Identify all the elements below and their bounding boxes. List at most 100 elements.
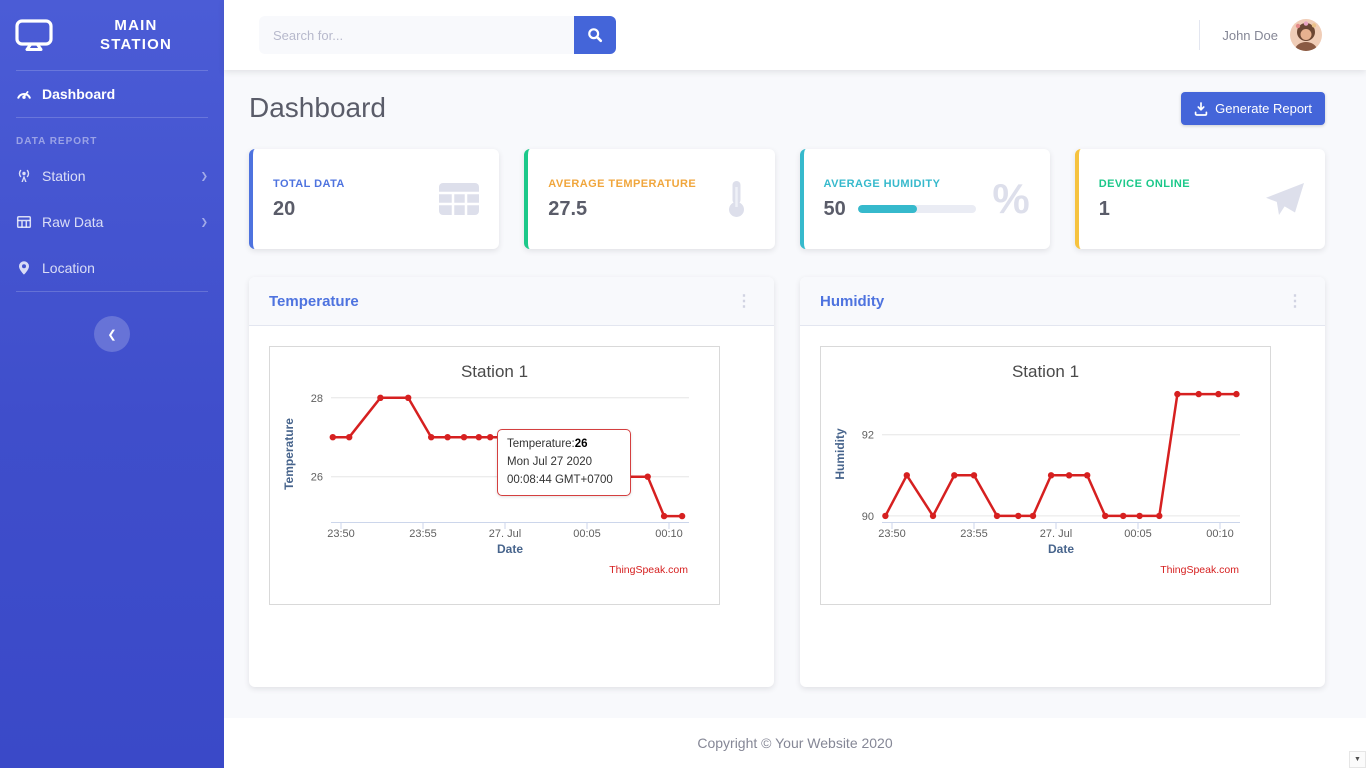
percent-icon: % [992, 175, 1030, 222]
search-form [259, 16, 616, 54]
svg-text:92: 92 [862, 430, 874, 442]
svg-text:28: 28 [311, 393, 323, 405]
chart-canvas: Station 1 90 92 Humidity 23:50 23:55 27. Jul 00… [820, 346, 1271, 605]
stat-card-row: TOTAL DATA 20 AVERAGE TEMPERATURE 27.5 [249, 149, 1325, 249]
copyright-text: Copyright © Your Website 2020 [697, 735, 893, 751]
sidebar: MAIN STATION Dashboard DATA REPORT Stati… [0, 0, 224, 768]
sidebar-divider [16, 291, 208, 292]
sidebar-item-label: Location [42, 260, 95, 276]
svg-text:00:10: 00:10 [1206, 528, 1234, 540]
stat-card-total-data: TOTAL DATA 20 [249, 149, 500, 249]
brand-text: MAIN STATION [62, 16, 210, 55]
svg-text:23:55: 23:55 [960, 528, 988, 540]
stat-card-label: AVERAGE HUMIDITY [823, 177, 941, 190]
panel-menu-button[interactable]: ⋮ [734, 291, 754, 311]
scrollbar-down-arrow[interactable]: ▼ [1349, 751, 1366, 768]
stat-card-average-temperature: AVERAGE TEMPERATURE 27.5 [524, 149, 775, 249]
stat-card-label: TOTAL DATA [273, 177, 345, 190]
stat-info: DEVICE ONLINE 1 [1099, 178, 1190, 221]
humidity-progress-bar [857, 205, 976, 213]
tachometer-icon [16, 86, 32, 102]
svg-text:Station 1: Station 1 [461, 362, 528, 381]
sidebar-item-dashboard[interactable]: Dashboard [0, 71, 224, 117]
search-icon [587, 27, 603, 43]
humidity-chart: Station 1 90 92 Humidity 23:50 23:55 27. Jul 00… [820, 346, 1271, 605]
topbar-divider [1199, 20, 1201, 50]
table-icon [16, 214, 32, 230]
chevron-left-icon: ❮ [107, 328, 117, 341]
user-name: John Doe [1222, 27, 1278, 43]
sidebar-divider [16, 117, 208, 118]
svg-text:23:50: 23:50 [878, 528, 906, 540]
stat-card-value: 1 [1098, 197, 1110, 220]
svg-text:Station 1: Station 1 [1012, 362, 1079, 381]
sidebar-item-station[interactable]: Station ❯ [0, 153, 224, 199]
stat-info: AVERAGE HUMIDITY 50 [824, 178, 976, 221]
svg-text:23:50: 23:50 [327, 528, 355, 540]
user-menu[interactable]: John Doe [1222, 19, 1322, 51]
svg-text:23:55: 23:55 [409, 528, 437, 540]
brand[interactable]: MAIN STATION [0, 0, 224, 70]
tooltip-time-line: 00:08:44 GMT+0700 [507, 473, 613, 486]
topbar-user-area: John Doe [1199, 19, 1322, 51]
stat-card-device-online: DEVICE ONLINE 1 [1074, 149, 1325, 249]
chart-canvas: Station 1 26 28 Temperature 23:50 23:55 27. Ju… [269, 346, 720, 605]
chart-row: Temperature ⋮ Station 1 26 28 Temperature 23… [249, 277, 1325, 687]
stat-info: TOTAL DATA 20 [273, 178, 345, 221]
sidebar-toggle-button[interactable]: ❮ [94, 316, 130, 352]
chevron-right-icon: ❯ [200, 216, 208, 227]
map-marker-icon [16, 260, 32, 276]
chart-tooltip: Temperature:26 Mon Jul 27 2020 00:08:44 … [497, 429, 631, 497]
search-button[interactable] [574, 16, 616, 54]
page-content: Dashboard Generate Report TOTAL DATA 20 [224, 70, 1366, 718]
svg-text:Humidity: Humidity [833, 428, 847, 480]
temperature-panel: Temperature ⋮ Station 1 26 28 Temperature 23… [249, 277, 774, 687]
panel-body: Station 1 26 28 Temperature 23:50 23:55 27. Ju… [249, 326, 774, 625]
main-column: John Doe Dashboard Generate Report [224, 0, 1366, 768]
ellipsis-vertical-icon: ⋮ [736, 293, 752, 310]
temperature-chart: Station 1 26 28 Temperature 23:50 23:55 27. Ju… [269, 346, 720, 605]
page-heading-row: Dashboard Generate Report [249, 92, 1325, 125]
avatar [1290, 19, 1322, 51]
svg-text:Date: Date [1048, 542, 1074, 556]
panel-title: Temperature [269, 292, 359, 310]
svg-text:00:10: 00:10 [655, 528, 683, 540]
monitor-icon [14, 18, 54, 52]
svg-text:ThingSpeak.com: ThingSpeak.com [609, 564, 688, 576]
svg-text:00:05: 00:05 [1124, 528, 1152, 540]
brand-line1: MAIN [114, 16, 158, 34]
tooltip-date-line: Mon Jul 27 2020 [507, 455, 593, 468]
sidebar-item-location[interactable]: Location [0, 245, 224, 291]
panel-header: Humidity ⋮ [800, 277, 1325, 326]
paper-plane-icon [1265, 182, 1305, 217]
svg-text:27. Jul: 27. Jul [489, 528, 521, 540]
search-input[interactable] [259, 16, 574, 54]
sidebar-item-label: Raw Data [42, 214, 104, 230]
stat-card-value: 50 [823, 197, 846, 220]
station-icon [16, 168, 32, 184]
humidity-progress-fill [857, 205, 917, 213]
panel-menu-button[interactable]: ⋮ [1285, 291, 1305, 311]
sidebar-divider [16, 70, 208, 71]
stat-card-label: DEVICE ONLINE [1098, 177, 1191, 190]
generate-report-button[interactable]: Generate Report [1181, 92, 1325, 125]
panel-title: Humidity [820, 292, 885, 310]
ellipsis-vertical-icon: ⋮ [1287, 293, 1303, 310]
stat-value-row: 50 [824, 198, 976, 221]
download-icon [1194, 101, 1208, 116]
generate-report-label: Generate Report [1215, 101, 1312, 116]
sidebar-item-raw-data[interactable]: Raw Data ❯ [0, 199, 224, 245]
chevron-right-icon: ❯ [200, 170, 208, 181]
table-icon [439, 183, 480, 215]
stat-card-average-humidity: AVERAGE HUMIDITY 50 % [799, 149, 1050, 249]
stat-card-value: 20 [273, 197, 296, 220]
humidity-panel: Humidity ⋮ Station 1 90 92 Humidity 23:50 23:… [800, 277, 1325, 687]
sidebar-section-heading: DATA REPORT [16, 136, 98, 147]
footer: Copyright © Your Website 2020 [224, 718, 1366, 768]
stat-card-value: 27.5 [548, 197, 588, 220]
sidebar-item-label: Station [42, 168, 86, 184]
svg-text:Temperature: Temperature [282, 418, 296, 490]
thermometer-icon [718, 179, 755, 219]
page-title: Dashboard [249, 92, 386, 123]
